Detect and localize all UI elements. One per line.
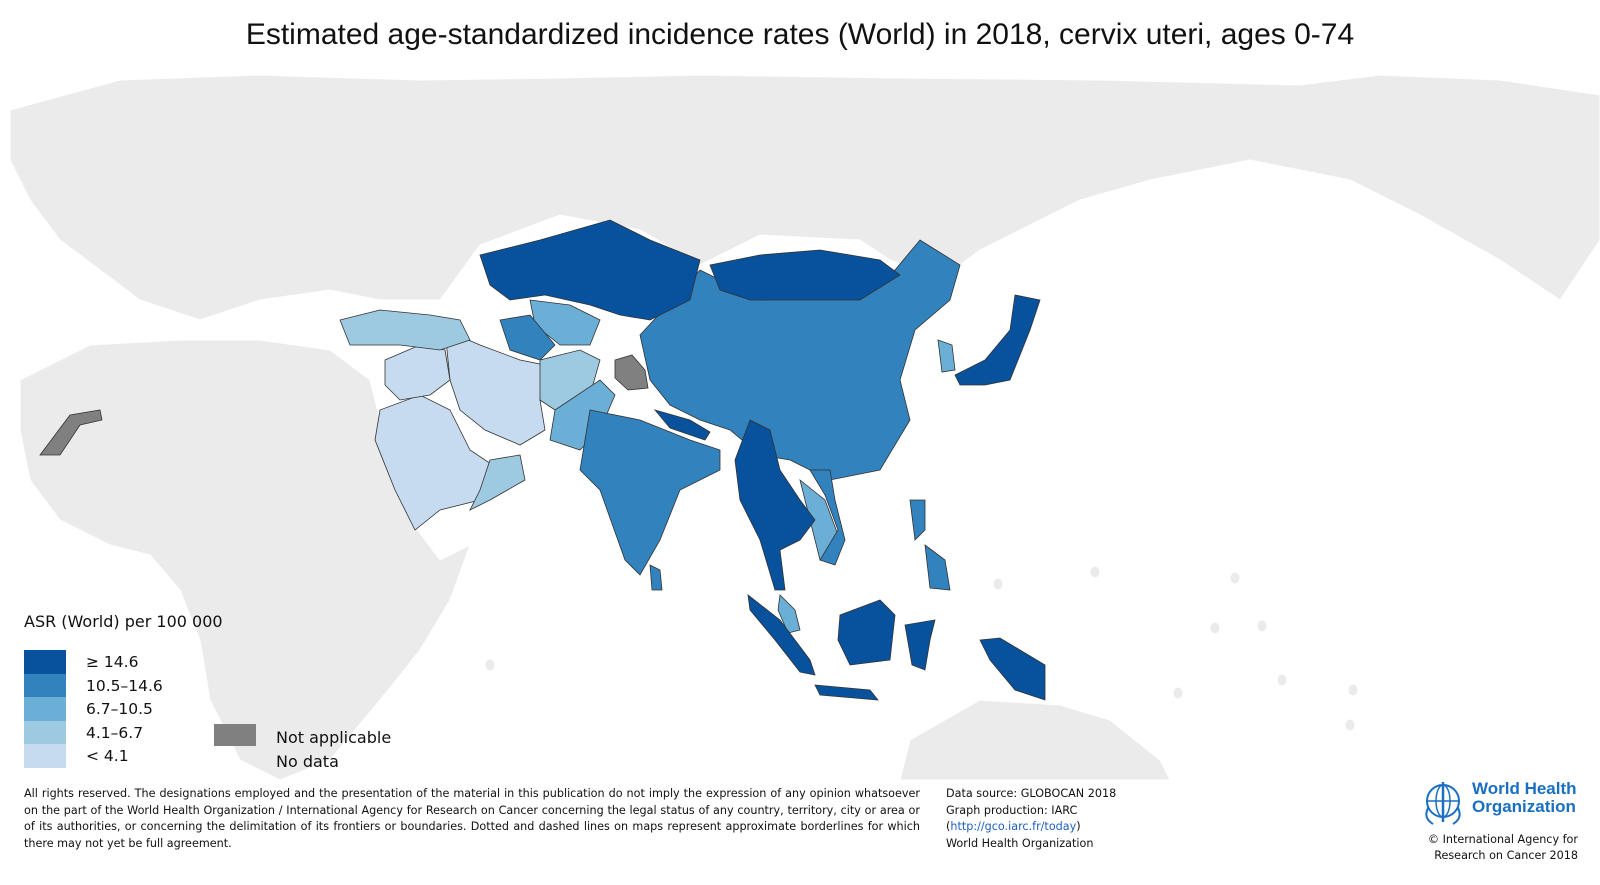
region-kashmir[interactable] [614,354,649,391]
land-australia [899,699,1171,780]
class-6-7-10-5 [529,299,956,634]
legend-swatch [24,650,66,674]
region-kazakhstan[interactable] [479,219,701,321]
legend-label: ≥ 14.6 [86,653,139,671]
region-korea-rep[interactable] [937,339,956,373]
region-turkey[interactable] [339,309,471,351]
gco-link[interactable]: http://gco.iarc.fr/today [950,820,1077,833]
source-line: Data source: GLOBOCAN 2018 [946,787,1117,800]
region-papua[interactable] [979,637,1046,701]
region-indonesia-java[interactable] [814,684,879,701]
who-logo: World Health Organization [1418,778,1578,828]
land-africa [19,339,471,780]
legend-swatch [24,720,66,744]
legend-label: 10.5–14.6 [86,676,163,695]
region-vietnam[interactable] [809,469,846,566]
link-close: ) [1076,820,1081,833]
legend-swatch [24,673,66,697]
class-lt-4-1 [374,329,546,531]
production-line: Graph production: IARC [946,803,1078,817]
region-japan[interactable] [954,294,1041,386]
class-not-applicable [39,354,649,456]
legend-label: < 4.1 [86,747,129,765]
copyright-line2: Research on Cancer 2018 [1434,848,1578,862]
region-indonesia-sulawesi[interactable] [904,619,936,671]
region-sri-lanka[interactable] [649,564,663,591]
org-line: World Health Organization [946,836,1094,850]
source-block: Data source: GLOBOCAN 2018 Graph product… [946,786,1116,852]
legend-title: ASR (World) per 100 000 [24,612,223,631]
region-philippines[interactable] [909,499,951,591]
copyright-line1: © International Agency for [1427,833,1578,846]
region-malaysia[interactable] [777,594,801,634]
region-turkmenistan[interactable] [499,314,556,361]
not-applicable-swatch [214,724,256,746]
region-western-sahara[interactable] [39,409,103,456]
link-open: ( [946,820,951,833]
region-india[interactable] [579,409,721,576]
link-line: (http://gco.iarc.fr/today) [946,819,1116,836]
region-indonesia-sumatra[interactable] [747,594,816,676]
who-name: World Health Organization [1472,780,1577,816]
legend-label: 4.1–6.7 [86,723,144,742]
who-emblem-icon [1425,782,1461,825]
disclaimer-text: All rights reserved. The designations em… [24,787,920,850]
region-nepal[interactable] [653,409,711,441]
region-iran[interactable] [444,329,546,446]
no-data-label: No data [276,752,339,771]
region-oman-yemen[interactable] [469,454,526,511]
region-indonesia-borneo[interactable] [837,599,896,666]
pacific-islands [484,565,1359,732]
who-name-line2: Organization [1472,797,1576,816]
region-myanmar-thailand[interactable] [734,419,816,591]
class-ge-14-6 [479,219,1046,701]
background-land [9,74,1600,780]
choropleth-map[interactable] [0,70,1600,780]
map-title: Estimated age-standardized incidence rat… [245,18,1355,51]
legend-label: 6.7–10.5 [86,700,153,718]
class-4-1-6-7 [339,309,601,511]
region-mongolia[interactable] [709,249,901,301]
region-iraq-syria[interactable] [384,344,451,401]
legend-swatch [24,697,66,721]
legend-swatch [24,744,66,768]
not-applicable-label: Not applicable [276,728,392,747]
copyright-text: © International Agency for Research on C… [1428,832,1578,863]
land-europe [9,74,1600,321]
who-name-line1: World Health [1472,779,1577,798]
class-10-5-14-6 [499,239,961,591]
